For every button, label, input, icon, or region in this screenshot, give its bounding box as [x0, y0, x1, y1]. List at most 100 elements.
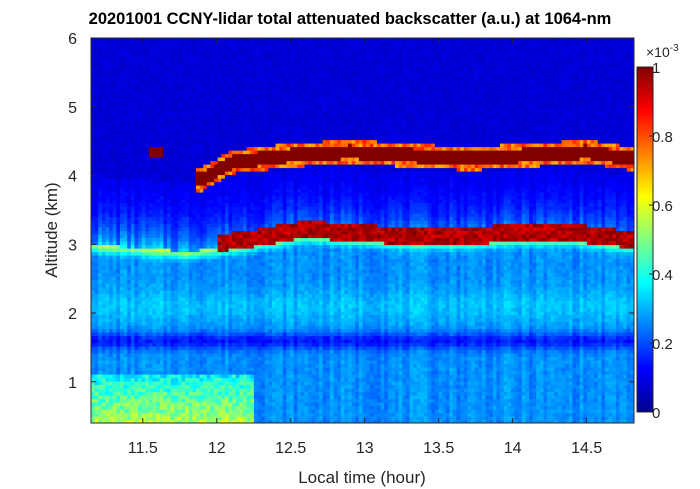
heatmap-cell [156, 59, 161, 64]
heatmap-cell [224, 255, 230, 260]
heatmap-cell [148, 118, 154, 123]
heatmap-cell [116, 125, 121, 130]
heatmap-cell [185, 174, 190, 179]
heatmap-cell [181, 104, 186, 109]
heatmap-cell [130, 104, 136, 109]
heatmap-cell [156, 80, 161, 85]
heatmap-cell [174, 346, 179, 351]
heatmap-cell [246, 391, 251, 396]
heatmap-cell [174, 370, 179, 375]
heatmap-cell [112, 45, 117, 50]
heatmap-cell [185, 216, 190, 221]
heatmap-cell [243, 237, 248, 242]
heatmap-cell [188, 174, 193, 179]
heatmap-cell [145, 388, 150, 393]
heatmap-cell [239, 346, 244, 351]
heatmap-cell [141, 115, 146, 120]
heatmap-cell [116, 353, 121, 358]
heatmap-cell [105, 45, 110, 50]
heatmap-cell [148, 213, 154, 218]
heatmap-cell [185, 66, 190, 71]
heatmap-cell [232, 374, 237, 379]
heatmap-cell [210, 160, 215, 165]
heatmap-cell [127, 181, 132, 186]
heatmap-cell [243, 244, 248, 249]
heatmap-cell [235, 181, 241, 186]
heatmap-cell [181, 122, 186, 127]
heatmap-cell [116, 283, 121, 288]
heatmap-cell [119, 370, 125, 375]
heatmap-cell [134, 171, 139, 176]
heatmap-cell [148, 94, 154, 99]
heatmap-cell [138, 328, 143, 333]
heatmap-cell [203, 402, 208, 407]
heatmap-cell [91, 192, 96, 197]
heatmap-cell [134, 293, 139, 298]
heatmap-cell [195, 83, 201, 88]
heatmap-cell [101, 118, 107, 123]
heatmap-cell [188, 69, 193, 74]
heatmap-cell [203, 307, 208, 312]
heatmap-cell [112, 297, 117, 302]
heatmap-cell [98, 377, 103, 382]
heatmap-cell [195, 192, 201, 197]
heatmap-cell [228, 416, 233, 421]
heatmap-cell [94, 269, 99, 274]
heatmap-cell [167, 304, 172, 309]
heatmap-cell [188, 80, 193, 85]
heatmap-cell [253, 307, 259, 312]
heatmap-cell [239, 321, 244, 326]
heatmap-cell [123, 356, 128, 361]
heatmap-cell [123, 367, 128, 372]
heatmap-cell [119, 342, 125, 347]
heatmap-cell [214, 125, 219, 130]
heatmap-cell [185, 157, 190, 162]
heatmap-cell [228, 339, 233, 344]
heatmap-cell [167, 318, 172, 323]
heatmap-cell [177, 129, 183, 134]
heatmap-cell [195, 230, 201, 235]
heatmap-cell [214, 38, 219, 43]
heatmap-cell [130, 237, 136, 242]
heatmap-cell [235, 325, 241, 330]
heatmap-cell [156, 213, 161, 218]
heatmap-cell [214, 325, 219, 330]
heatmap-cell [134, 248, 139, 253]
heatmap-cell [112, 269, 117, 274]
heatmap-cell [214, 405, 219, 410]
heatmap-cell [214, 402, 219, 407]
heatmap-cell [163, 45, 168, 50]
heatmap-cell [138, 167, 143, 172]
heatmap-cell [214, 395, 219, 400]
heatmap-cell [228, 216, 233, 221]
heatmap-cell [210, 311, 215, 316]
heatmap-cell [170, 129, 175, 134]
heatmap-cell [127, 223, 132, 228]
heatmap-cell [221, 339, 226, 344]
heatmap-cell [105, 374, 110, 379]
heatmap-cell [203, 87, 208, 92]
heatmap-cell [250, 174, 255, 179]
heatmap-cell [159, 48, 164, 53]
heatmap-cell [91, 87, 96, 92]
heatmap-cell [181, 300, 186, 305]
heatmap-cell [163, 395, 168, 400]
heatmap-cell [112, 279, 117, 284]
heatmap-cell [156, 346, 161, 351]
heatmap-cell [217, 216, 222, 221]
heatmap-cell [156, 73, 161, 78]
heatmap-cell [214, 332, 219, 337]
heatmap-cell [253, 363, 259, 368]
heatmap-cell [203, 234, 208, 239]
heatmap-cell [138, 48, 143, 53]
heatmap-cell [177, 160, 183, 165]
heatmap-cell [206, 360, 212, 365]
heatmap-cell [130, 181, 136, 186]
heatmap-cell [243, 178, 248, 183]
heatmap-cell [163, 87, 168, 92]
heatmap-cell [159, 251, 164, 256]
heatmap-cell [185, 146, 190, 151]
heatmap-cell [235, 122, 241, 127]
heatmap-cell [152, 213, 157, 218]
heatmap-cell [98, 185, 103, 190]
